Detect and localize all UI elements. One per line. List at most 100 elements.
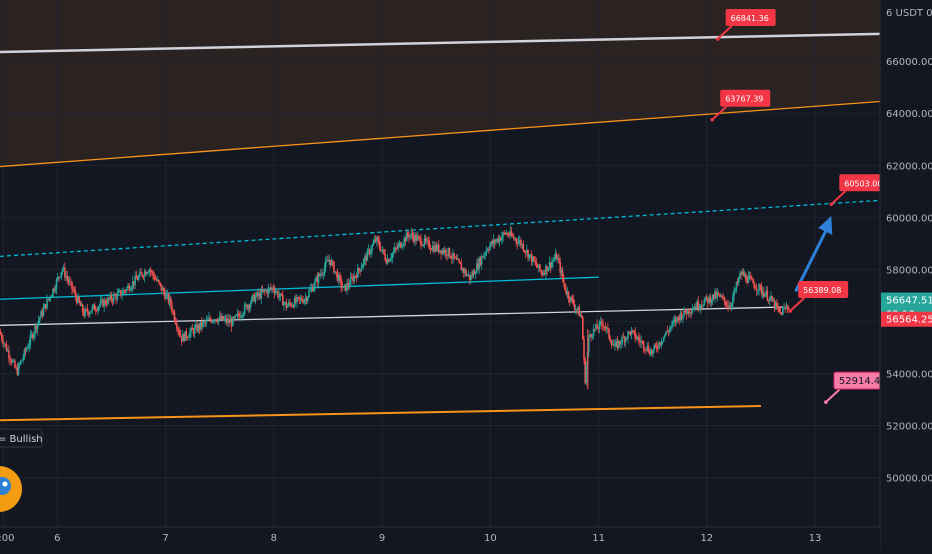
candle-body [391, 253, 394, 259]
candle-body [776, 302, 778, 307]
candle-body [474, 272, 477, 275]
candle-body [276, 291, 278, 293]
avatar[interactable] [0, 466, 22, 512]
candle-body [770, 296, 772, 298]
candle-body [701, 305, 703, 307]
callout-anchor-dot [824, 400, 828, 404]
candle-body [682, 315, 684, 320]
price-callout[interactable]: 66841.36 [715, 9, 776, 41]
candle-body [552, 260, 554, 263]
price-axis-label[interactable]: 56564.25 [881, 311, 932, 327]
candle-body [535, 262, 538, 266]
candle-body [34, 325, 36, 334]
candle-body [641, 341, 644, 342]
candle-body [360, 267, 363, 272]
candle-body [423, 238, 426, 245]
candle-body [722, 297, 725, 299]
candle-body [21, 359, 23, 361]
candle-body [184, 331, 186, 341]
candle-body [774, 302, 777, 309]
candle-body [589, 334, 591, 338]
candle-body [454, 257, 457, 259]
candle-body [633, 330, 635, 332]
orange-lower-line[interactable] [0, 404, 761, 422]
legend-box[interactable]: = Bullish [0, 428, 43, 448]
candle-body [512, 236, 515, 239]
candle-body [109, 294, 111, 300]
candle-body [420, 238, 422, 246]
candle-body [136, 278, 139, 281]
candle-body [387, 259, 390, 262]
white-mid-line[interactable] [0, 306, 783, 326]
candle-body [36, 322, 39, 330]
candle-body [341, 286, 344, 288]
candle-body [599, 321, 602, 323]
candle-body [434, 245, 436, 252]
candle-body [418, 236, 421, 239]
candle-body [604, 326, 607, 329]
candle-body [662, 336, 665, 342]
candle-body [153, 275, 155, 280]
cyan-channel-line[interactable] [0, 276, 599, 300]
y-tick-label: 58000.00 [886, 265, 932, 276]
candle-body [624, 337, 627, 343]
candle-body [436, 244, 439, 251]
candle-body [287, 302, 290, 306]
candle-body [268, 287, 271, 289]
candle-body [196, 324, 198, 332]
candle-body [406, 232, 409, 236]
candle-body [542, 272, 545, 275]
candle-body [686, 309, 689, 315]
price-callout[interactable]: 52914.45 [824, 371, 893, 404]
orange-upper-line[interactable] [0, 100, 881, 168]
candle-body [561, 270, 564, 279]
candle-body [306, 296, 309, 302]
candle-body [204, 321, 207, 323]
price-callout[interactable]: 63767.39 [710, 89, 771, 122]
candle-body [553, 259, 556, 261]
time-axis-panel[interactable] [0, 527, 880, 550]
candle-body [396, 248, 398, 249]
candle-body [50, 295, 53, 298]
candle-body [498, 237, 501, 243]
price-axis-panel[interactable] [880, 0, 932, 550]
candle-body [648, 351, 651, 355]
candle-body [101, 299, 103, 301]
y-tick-label: 52000.00 [886, 422, 932, 433]
candle-body [183, 333, 185, 341]
candle-body [596, 324, 598, 329]
candle-body [514, 238, 516, 240]
candle-body [566, 291, 569, 295]
candle-body [765, 290, 767, 295]
price-callout[interactable]: 60503.00 [829, 174, 890, 207]
candle-body [457, 259, 459, 261]
candle-body [9, 358, 11, 361]
candle-body [279, 293, 282, 297]
candle-body [237, 313, 240, 316]
candle-body [283, 302, 285, 306]
candle-body [154, 279, 157, 280]
candle-body [220, 316, 222, 320]
white-upper-line[interactable] [0, 32, 881, 54]
candle-body [217, 318, 220, 323]
candle-body [559, 261, 562, 273]
candle-body [415, 234, 417, 241]
candle-body [617, 340, 620, 348]
candle-body [367, 249, 370, 251]
candle-body [592, 328, 595, 337]
candle-body [106, 297, 109, 305]
candle-body [657, 348, 659, 350]
candle-body [721, 295, 723, 298]
projection-arrow-shaft[interactable] [794, 227, 829, 293]
candle-body [197, 324, 200, 332]
candle-body [443, 249, 446, 253]
candle-body [473, 271, 476, 275]
avatar-eye [2, 481, 8, 487]
candle-body [48, 297, 51, 300]
candle-body [102, 299, 104, 307]
candle-body [324, 261, 327, 268]
candle-body [576, 308, 578, 310]
candle-body [62, 267, 65, 270]
price-callout[interactable]: 56389.08 [788, 280, 849, 313]
